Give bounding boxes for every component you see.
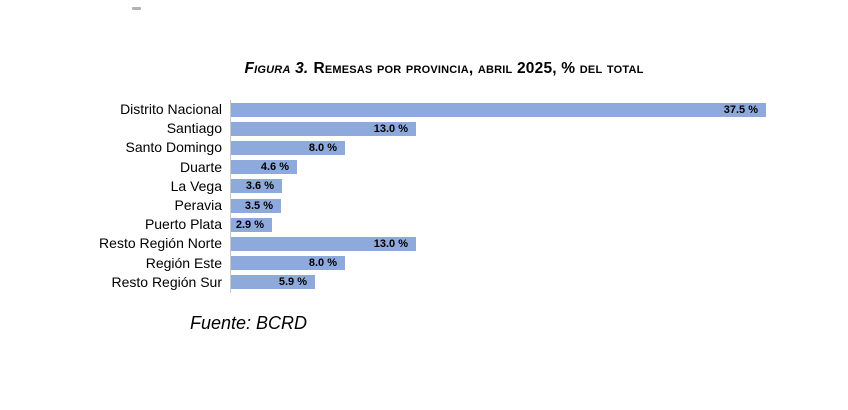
bar: 13.0 % — [231, 121, 416, 136]
bar-track: 5.9 % — [231, 275, 795, 290]
bar-track: 37.5 % — [231, 102, 795, 117]
bar-value-label: 13.0 % — [373, 237, 408, 250]
category-label: Región Este — [145, 254, 222, 271]
bar: 5.9 % — [231, 275, 315, 290]
category-label: Resto Región Sur — [111, 273, 222, 290]
bar: 37.5 % — [231, 102, 766, 117]
chart-row: Peravia 3.5 % — [55, 196, 795, 215]
chart-title-text: Remesas por provincia, abril 2025, % del… — [313, 60, 644, 77]
bar-track: 4.6 % — [231, 160, 795, 175]
chart-row: Región Este 8.0 % — [55, 254, 795, 273]
category-label: Duarte — [179, 158, 222, 175]
category-label: Peravia — [174, 196, 222, 213]
bar-value-label: 4.6 % — [260, 161, 289, 174]
chart-row: Santiago 13.0 % — [55, 119, 795, 138]
category-label: Santiago — [166, 120, 222, 137]
bar: 8.0 % — [231, 256, 345, 271]
chart-row: La Vega 3.6 % — [55, 177, 795, 196]
bar-value-label: 3.6 % — [245, 180, 274, 193]
category-label: Santo Domingo — [125, 139, 222, 156]
source-note: Fuente: BCRD — [190, 313, 308, 333]
chart-row: Duarte 4.6 % — [55, 158, 795, 177]
bar-value-label: 2.9 % — [235, 218, 264, 231]
bar-value-label: 8.0 % — [308, 257, 337, 270]
bar-track: 3.5 % — [231, 198, 795, 213]
bar: 3.5 % — [231, 198, 281, 213]
category-label: La Vega — [170, 177, 222, 194]
chart-title-prefix: Figura 3. — [244, 60, 309, 77]
bar-value-label: 8.0 % — [308, 141, 337, 154]
bar-value-label: 3.5 % — [244, 199, 273, 212]
chart-row: Santo Domingo 8.0 % — [55, 138, 795, 157]
bar-value-label: 5.9 % — [278, 276, 307, 289]
bar: 4.6 % — [231, 160, 297, 175]
bar-track: 13.0 % — [231, 236, 795, 251]
category-label: Distrito Nacional — [120, 101, 222, 117]
bar-value-label: 13.0 % — [373, 122, 408, 135]
bar-chart: Distrito Nacional 37.5 % Santiago 13.0 %… — [55, 100, 795, 293]
chart-row: Distrito Nacional 37.5 % — [55, 100, 795, 119]
bar: 13.0 % — [231, 236, 416, 251]
bar-track: 3.6 % — [231, 179, 795, 194]
bar-track: 2.9 % — [231, 217, 795, 232]
chart-rows: Distrito Nacional 37.5 % Santiago 13.0 %… — [55, 100, 795, 292]
bar-track: 8.0 % — [231, 256, 795, 271]
bar: 2.9 % — [231, 217, 272, 232]
bar: 8.0 % — [231, 140, 345, 155]
bar-value-label: 37.5 % — [723, 103, 758, 116]
bar: 3.6 % — [231, 179, 282, 194]
y-axis-line — [230, 100, 231, 293]
bar-track: 13.0 % — [231, 121, 795, 136]
chart-row: Resto Región Norte 13.0 % — [55, 234, 795, 253]
chart-row: Resto Región Sur 5.9 % — [55, 273, 795, 292]
stray-mark — [132, 7, 141, 10]
category-label: Puerto Plata — [144, 216, 222, 233]
chart-row: Puerto Plata 2.9 % — [55, 215, 795, 234]
bar-track: 8.0 % — [231, 140, 795, 155]
category-label: Resto Región Norte — [99, 235, 222, 252]
chart-title: Figura 3. Remesas por provincia, abril 20… — [40, 60, 848, 78]
